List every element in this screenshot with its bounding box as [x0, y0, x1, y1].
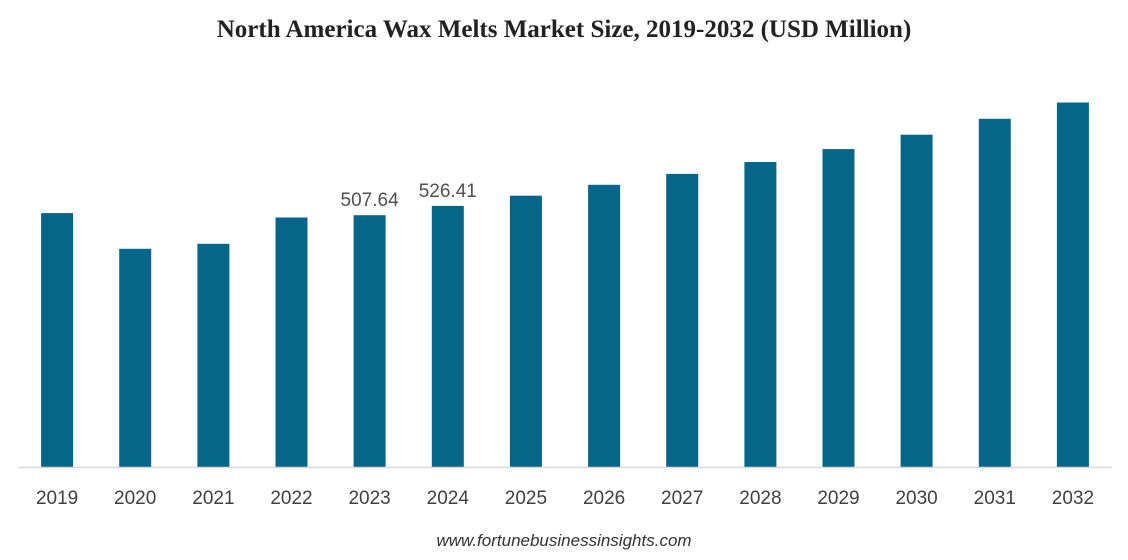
- data-label-2023: 507.64: [341, 190, 400, 211]
- x-tick-label-2030: 2030: [895, 488, 937, 509]
- bar-2029: [822, 149, 855, 467]
- x-tick-label-2020: 2020: [114, 488, 156, 509]
- x-tick-label-2021: 2021: [192, 488, 234, 509]
- chart-title: North America Wax Melts Market Size, 201…: [216, 16, 912, 43]
- x-tick-label-2028: 2028: [739, 488, 781, 509]
- bar-2019: [41, 213, 74, 467]
- bar-2020: [119, 248, 152, 467]
- x-tick-label-2019: 2019: [36, 488, 78, 509]
- x-tick-label-2025: 2025: [505, 488, 547, 509]
- source-credit: www.fortunebusinessinsights.com: [436, 531, 692, 550]
- x-tick-label-2029: 2029: [817, 488, 859, 509]
- bar-2031: [978, 118, 1011, 468]
- bar-2032: [1056, 102, 1089, 467]
- bar-2023: [353, 215, 386, 467]
- x-tick-label-2023: 2023: [348, 488, 390, 509]
- x-tick-label-2031: 2031: [974, 488, 1016, 509]
- bar-2030: [900, 134, 933, 467]
- bar-2024: [431, 205, 464, 467]
- bar-2025: [509, 195, 542, 467]
- data-label-2024: 526.41: [419, 181, 477, 202]
- bar-2021: [197, 243, 230, 467]
- x-tick-label-2022: 2022: [270, 488, 312, 509]
- x-tick-label-2024: 2024: [427, 488, 470, 509]
- x-tick-label-2032: 2032: [1052, 488, 1094, 509]
- bar-2026: [588, 184, 621, 468]
- x-tick-label-2026: 2026: [583, 488, 625, 509]
- bar-2022: [275, 217, 308, 467]
- x-tick-label-2027: 2027: [661, 488, 703, 509]
- bar-2027: [666, 173, 699, 467]
- bar-2028: [744, 162, 777, 467]
